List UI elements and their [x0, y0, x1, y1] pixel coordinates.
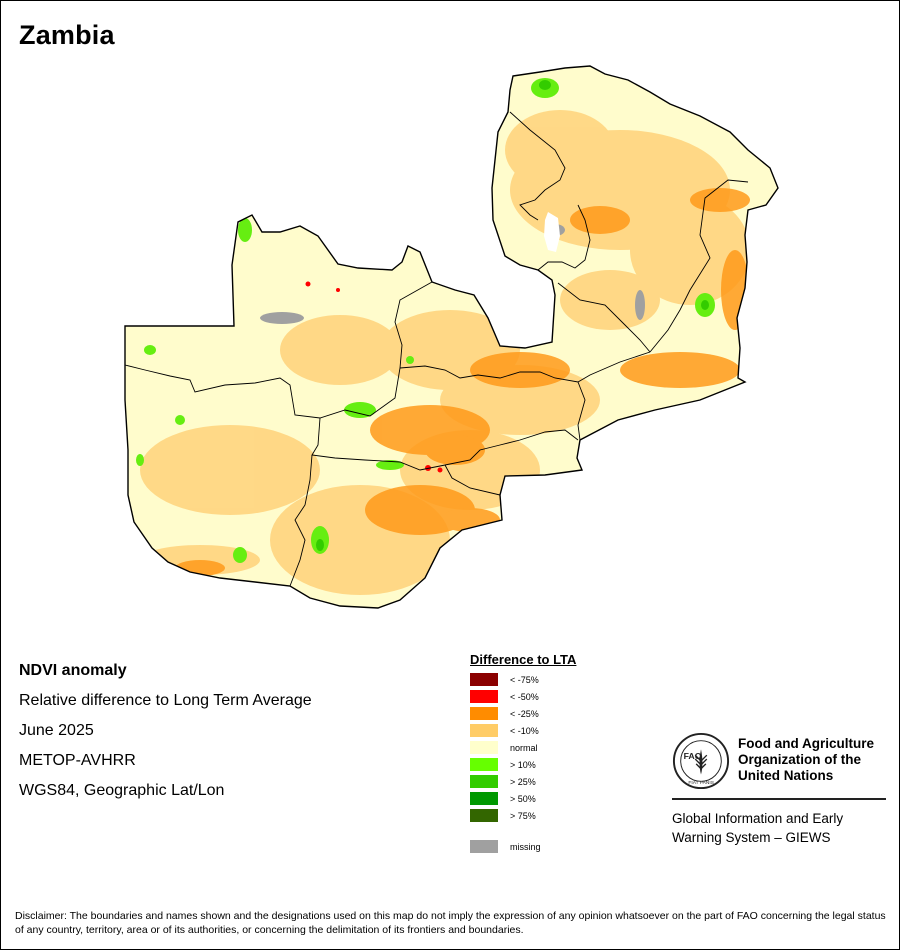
legend-label: > 10%	[510, 759, 536, 770]
legend-label: > 75%	[510, 810, 536, 821]
fao-branding: FAO FIAT PANIS Food and Agriculture Orga…	[672, 730, 888, 847]
legend-label-missing: missing	[510, 841, 541, 852]
legend-label: < -75%	[510, 674, 539, 685]
map-metadata: NDVI anomaly Relative difference to Long…	[19, 656, 312, 806]
legend-label: normal	[510, 742, 538, 753]
meta-line-description: Relative difference to Long Term Average	[19, 692, 312, 709]
province-boundaries	[124, 111, 749, 587]
legend-swatch	[470, 673, 498, 686]
fao-logo-icon: FAO FIAT PANIS	[672, 732, 730, 790]
legend-item: < -50%	[470, 688, 576, 705]
legend-classes: < -75% < -50% < -25% < -10% normal > 10% > 25%…	[470, 671, 576, 824]
fao-name-line-3: United Nations	[738, 768, 834, 783]
legend-label: < -25%	[510, 708, 539, 719]
anomaly-plus-10	[136, 78, 715, 563]
legend-title: Difference to LTA	[470, 652, 577, 667]
product-heading: NDVI anomaly	[19, 662, 127, 679]
legend-label: > 50%	[510, 793, 536, 804]
legend-swatch	[470, 690, 498, 703]
legend-swatch-missing	[470, 840, 498, 853]
fao-name-line-1: Food and Agriculture	[738, 736, 874, 751]
legend-item: < -75%	[470, 671, 576, 688]
meta-line-projection: WGS84, Geographic Lat/Lon	[19, 782, 225, 799]
divider	[672, 798, 886, 800]
legend-item: > 10%	[470, 756, 576, 773]
anomaly-plus-25	[316, 80, 709, 551]
lake	[544, 212, 560, 252]
legend-swatch	[470, 809, 498, 822]
legend-label: > 25%	[510, 776, 536, 787]
logo-letter-f: FAO	[684, 751, 702, 761]
giews-name: Global Information and Early Warning Sys…	[672, 809, 888, 847]
legend-item-missing: missing	[470, 838, 576, 855]
giews-line-1: Global Information and Early	[672, 811, 844, 826]
legend-item: > 25%	[470, 773, 576, 790]
meta-line-sensor: METOP-AVHRR	[19, 752, 136, 769]
legend-item: < -25%	[470, 705, 576, 722]
logo-motto: FIAT PANIS	[688, 780, 714, 786]
legend-swatch	[470, 707, 498, 720]
legend-swatch	[470, 758, 498, 771]
meta-line-period: June 2025	[19, 722, 94, 739]
legend: Difference to LTA < -75% < -50% < -25% < -1…	[470, 652, 576, 855]
country-border	[124, 65, 779, 609]
map-title: Zambia	[19, 20, 115, 50]
zambia-map	[124, 65, 779, 609]
legend-swatch	[470, 724, 498, 737]
legend-item: < -10%	[470, 722, 576, 739]
fao-name: Food and Agriculture Organization of the…	[738, 730, 874, 784]
legend-item: > 75%	[470, 807, 576, 824]
legend-swatch	[470, 792, 498, 805]
legend-swatch	[470, 741, 498, 754]
fao-name-line-2: Organization of the	[738, 752, 861, 767]
legend-item: > 50%	[470, 790, 576, 807]
legend-swatch	[470, 775, 498, 788]
legend-label: < -10%	[510, 725, 539, 736]
giews-line-2: Warning System – GIEWS	[672, 830, 831, 845]
legend-label: < -50%	[510, 691, 539, 702]
legend-item: normal	[470, 739, 576, 756]
disclaimer: Disclaimer: The boundaries and names sho…	[15, 910, 886, 936]
anomaly-minus-25	[175, 188, 750, 576]
